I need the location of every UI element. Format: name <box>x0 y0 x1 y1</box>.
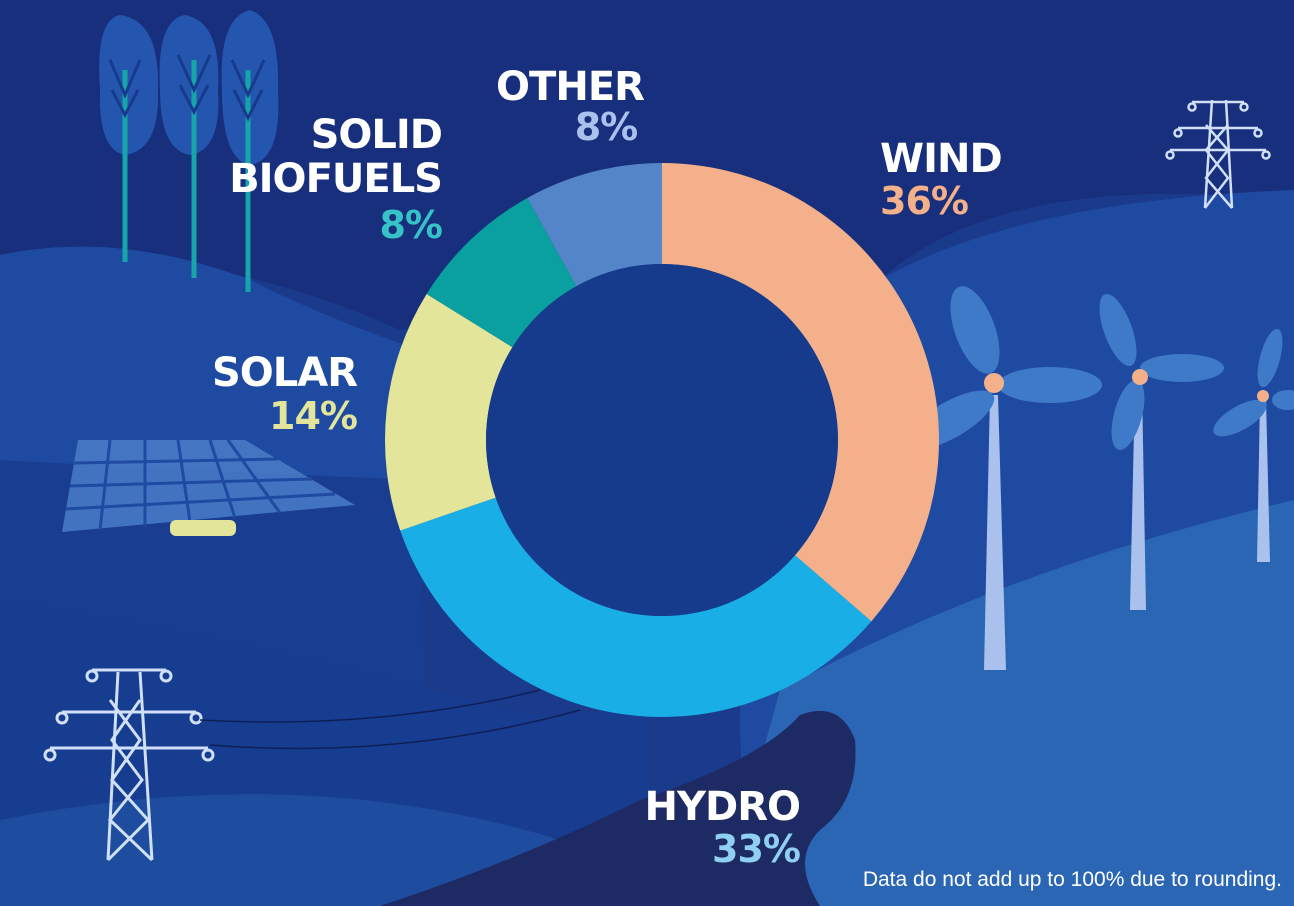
slice-value-other: 8% <box>575 105 638 149</box>
donut-hole <box>486 264 838 616</box>
power-tower-icon <box>1165 99 1271 209</box>
label-solar: SOLAR 14% <box>212 350 358 438</box>
slice-wind <box>662 163 939 622</box>
label-hydro: HYDRO 33% <box>645 784 801 871</box>
river-icon <box>380 710 856 906</box>
slice-label-wind: WIND <box>880 136 1002 182</box>
solar-panel-icon <box>62 439 355 536</box>
power-tower-icon <box>43 668 581 862</box>
wind-turbine-icon <box>1099 293 1224 610</box>
footnote: Data do not add up to 100% due to roundi… <box>862 868 1282 891</box>
slice-hydro <box>400 497 872 718</box>
label-wind: WIND 36% <box>880 136 1003 223</box>
hill-right-lower <box>720 500 1294 906</box>
slice-value-solid-biofuels: 8% <box>379 203 442 247</box>
label-solid-biofuels: SOLID BIOFUELS 8% <box>229 112 443 247</box>
slice-label-solar: SOLAR <box>212 350 357 396</box>
slice-label-other: OTHER <box>496 64 644 110</box>
wind-turbine-icon <box>1213 328 1294 562</box>
label-other: OTHER 8% <box>496 64 645 149</box>
slice-value-solar: 14% <box>269 394 357 438</box>
slice-value-hydro: 33% <box>712 827 800 871</box>
wind-turbine-icon <box>905 286 1102 670</box>
slice-label-solid-biofuels-line2: BIOFUELS <box>229 156 442 202</box>
slice-solar <box>385 293 513 531</box>
slice-label-solid-biofuels-line1: SOLID <box>311 112 442 158</box>
slice-value-wind: 36% <box>880 179 968 223</box>
trees-icon <box>99 10 279 292</box>
slice-solid-biofuels <box>426 197 577 348</box>
slice-label-hydro: HYDRO <box>645 784 800 830</box>
donut-chart <box>385 163 939 718</box>
slice-other <box>527 163 662 287</box>
